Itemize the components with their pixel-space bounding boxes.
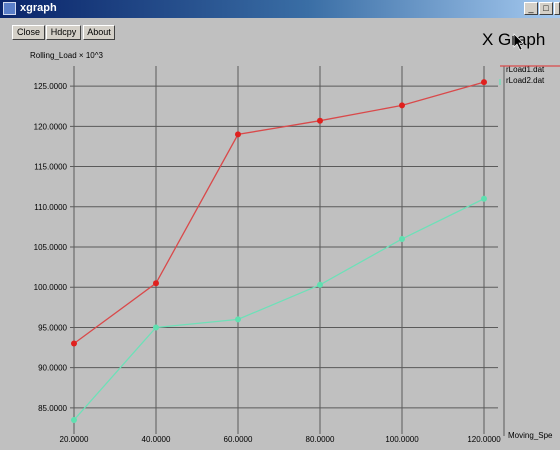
data-point-series-1 [71,340,77,347]
hardcopy-button[interactable]: Hdcpy [46,25,81,40]
y-tick-label: 100.0000 [34,283,68,292]
app-icon [3,2,16,15]
window-title: xgraph [20,2,57,14]
y-tick-label: 110.0000 [34,203,67,212]
x-axis-label: Moving_Spe [508,431,553,440]
legend: rLoad1.dat rLoad2.dat [499,65,560,85]
x-tick-label: 60.0000 [224,435,253,444]
y-tick-label: 115.0000 [34,163,67,172]
close-button[interactable]: Close [12,25,45,40]
data-point-series-2 [153,324,159,331]
app-label: X Graph [482,30,546,49]
minimize-button[interactable]: _ [524,2,538,15]
data-point-series-2 [399,235,405,242]
x-tick-label: 40.0000 [142,435,171,444]
y-tick-label: 125.0000 [34,82,68,91]
series [71,79,487,423]
data-point-series-1 [399,102,405,109]
y-tick-label: 105.0000 [34,243,68,252]
data-point-series-1 [317,117,323,124]
x-tick-label: 80.0000 [306,435,335,444]
y-tick-label: 120.0000 [34,122,68,131]
data-point-series-1 [481,79,487,86]
tick-labels: 20.0000 40.0000 60.0000 80.0000 100.0000 120.… [34,82,502,444]
data-point-series-1 [153,280,159,287]
data-point-series-2 [235,316,241,323]
y-tick-label: 90.0000 [38,364,67,373]
x-tick-label: 20.0000 [60,435,89,444]
series-line-1 [73,81,485,345]
title-bar[interactable]: xgraph _ □ [0,0,560,18]
x-tick-label: 100.0000 [385,435,419,444]
data-point-series-1 [235,131,241,138]
legend-label-2: rLoad2.dat [506,76,545,85]
grid [70,66,505,436]
data-point-series-2 [71,416,77,423]
x-tick-label: 120.0000 [467,435,501,444]
y-tick-label: 85.0000 [38,404,67,413]
about-button[interactable]: About [83,25,115,40]
series-line-2 [73,198,485,421]
data-point-series-2 [317,281,323,288]
y-tick-label: 95.0000 [38,323,67,332]
y-axis-label: Rolling_Load × 10^3 [30,51,103,60]
data-point-series-2 [481,195,487,202]
maximize-button[interactable]: □ [539,2,553,15]
legend-label-1: rLoad1.dat [506,65,545,74]
